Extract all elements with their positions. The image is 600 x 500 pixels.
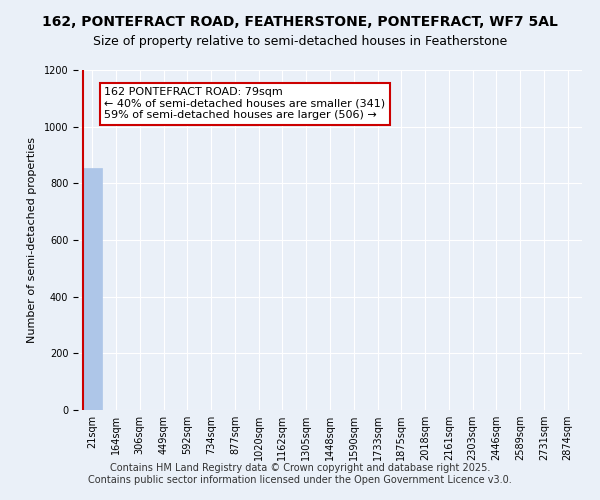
Y-axis label: Number of semi-detached properties: Number of semi-detached properties	[27, 137, 37, 343]
Bar	[83, 168, 102, 410]
Text: Size of property relative to semi-detached houses in Featherstone: Size of property relative to semi-detach…	[93, 35, 507, 48]
Text: 162, PONTEFRACT ROAD, FEATHERSTONE, PONTEFRACT, WF7 5AL: 162, PONTEFRACT ROAD, FEATHERSTONE, PONT…	[42, 15, 558, 29]
Text: Contains HM Land Registry data © Crown copyright and database right 2025.
Contai: Contains HM Land Registry data © Crown c…	[88, 464, 512, 485]
Text: 162 PONTEFRACT ROAD: 79sqm
← 40% of semi-detached houses are smaller (341)
59% o: 162 PONTEFRACT ROAD: 79sqm ← 40% of semi…	[104, 87, 385, 120]
